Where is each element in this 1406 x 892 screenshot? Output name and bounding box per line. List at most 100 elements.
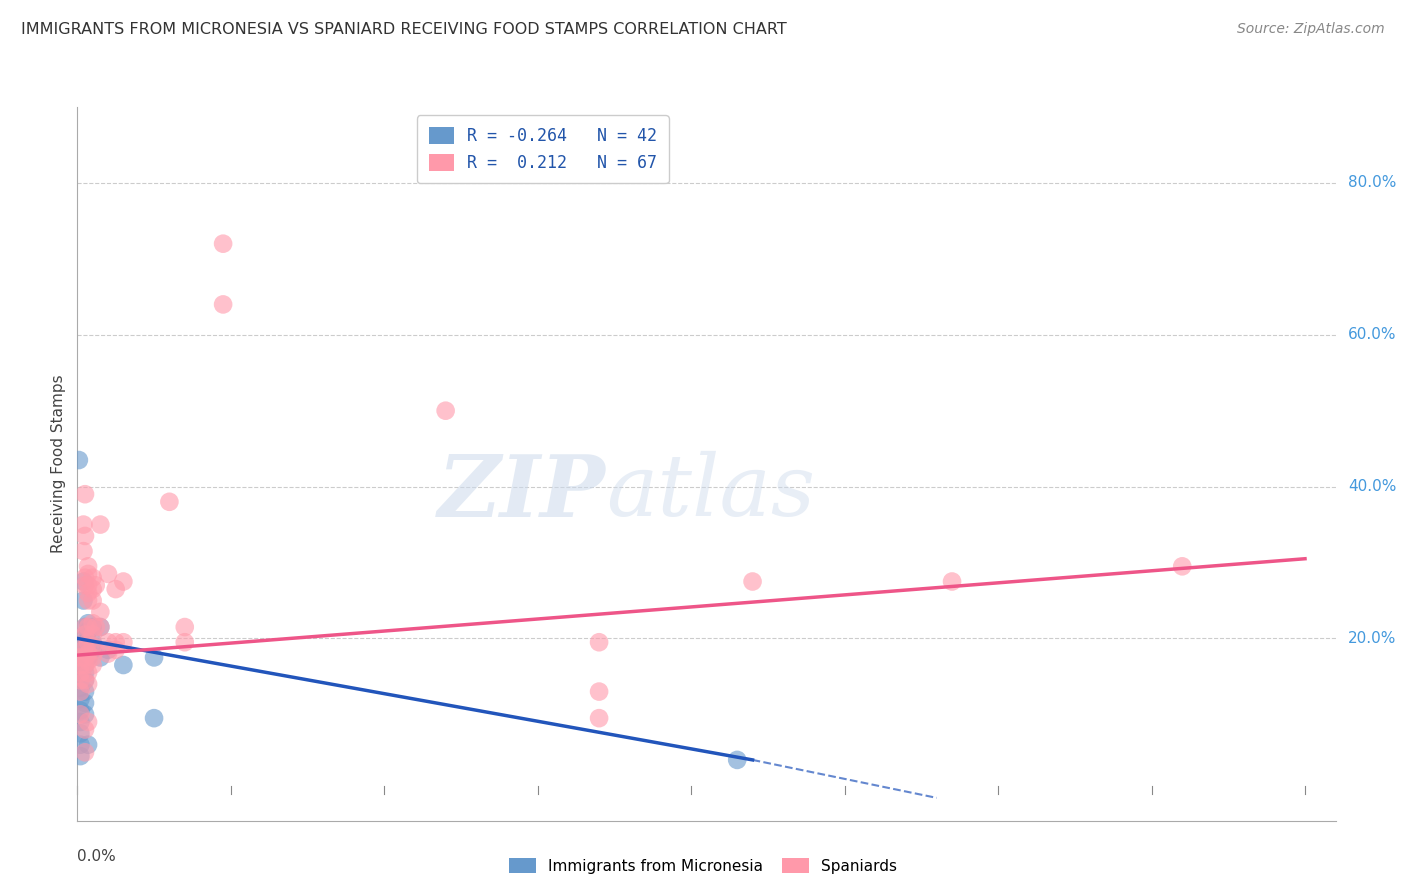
- Point: [69, 749, 91, 764]
- Point: [97, 566, 120, 581]
- Point: [73, 665, 96, 680]
- Point: [941, 574, 963, 589]
- Point: [69, 738, 91, 752]
- Point: [82, 650, 104, 665]
- Point: [73, 650, 96, 665]
- Text: atlas: atlas: [606, 451, 815, 533]
- Point: [82, 658, 104, 673]
- Point: [69, 665, 91, 680]
- Point: [73, 723, 96, 737]
- Point: [73, 571, 96, 585]
- Point: [69, 673, 91, 688]
- Point: [77, 738, 100, 752]
- Point: [173, 635, 195, 649]
- Point: [434, 403, 457, 417]
- Point: [77, 635, 100, 649]
- Point: [89, 620, 111, 634]
- Point: [77, 635, 100, 649]
- Legend: Immigrants from Micronesia, Spaniards: Immigrants from Micronesia, Spaniards: [502, 852, 904, 880]
- Point: [77, 647, 100, 661]
- Point: [82, 616, 104, 631]
- Point: [89, 620, 111, 634]
- Point: [73, 658, 96, 673]
- Point: [69, 673, 91, 688]
- Point: [77, 586, 100, 600]
- Point: [143, 650, 166, 665]
- Point: [588, 711, 610, 725]
- Text: 40.0%: 40.0%: [1348, 479, 1396, 494]
- Point: [72, 574, 94, 589]
- Point: [73, 696, 96, 710]
- Point: [77, 593, 100, 607]
- Text: Source: ZipAtlas.com: Source: ZipAtlas.com: [1237, 22, 1385, 37]
- Point: [82, 627, 104, 641]
- Point: [73, 639, 96, 653]
- Point: [73, 673, 96, 688]
- Point: [77, 643, 100, 657]
- Point: [73, 745, 96, 759]
- Point: [73, 635, 96, 649]
- Point: [73, 487, 96, 501]
- Point: [69, 658, 91, 673]
- Point: [67, 453, 90, 467]
- Point: [104, 643, 127, 657]
- Point: [77, 650, 100, 665]
- Point: [82, 620, 104, 634]
- Point: [73, 578, 96, 592]
- Point: [1171, 559, 1194, 574]
- Point: [72, 517, 94, 532]
- Point: [72, 544, 94, 558]
- Point: [73, 673, 96, 688]
- Point: [97, 643, 120, 657]
- Point: [77, 578, 100, 592]
- Text: 0.0%: 0.0%: [77, 849, 117, 864]
- Point: [77, 677, 100, 691]
- Point: [73, 643, 96, 657]
- Point: [73, 658, 96, 673]
- Text: 60.0%: 60.0%: [1348, 327, 1396, 343]
- Point: [69, 650, 91, 665]
- Point: [69, 707, 91, 722]
- Point: [77, 714, 100, 729]
- Point: [588, 635, 610, 649]
- Point: [89, 605, 111, 619]
- Point: [73, 627, 96, 641]
- Point: [173, 620, 195, 634]
- Point: [84, 620, 107, 634]
- Point: [72, 593, 94, 607]
- Point: [77, 665, 100, 680]
- Point: [69, 684, 91, 698]
- Point: [82, 643, 104, 657]
- Point: [725, 753, 748, 767]
- Point: [97, 647, 120, 661]
- Point: [73, 632, 96, 646]
- Point: [73, 707, 96, 722]
- Legend: R = -0.264   N = 42, R =  0.212   N = 67: R = -0.264 N = 42, R = 0.212 N = 67: [418, 115, 669, 184]
- Point: [73, 684, 96, 698]
- Point: [82, 639, 104, 653]
- Point: [104, 582, 127, 596]
- Point: [82, 635, 104, 649]
- Point: [84, 578, 107, 592]
- Point: [157, 495, 180, 509]
- Point: [82, 593, 104, 607]
- Point: [69, 639, 91, 653]
- Text: 20.0%: 20.0%: [1348, 631, 1396, 646]
- Text: IMMIGRANTS FROM MICRONESIA VS SPANIARD RECEIVING FOOD STAMPS CORRELATION CHART: IMMIGRANTS FROM MICRONESIA VS SPANIARD R…: [21, 22, 787, 37]
- Point: [69, 658, 91, 673]
- Point: [69, 714, 91, 729]
- Point: [77, 566, 100, 581]
- Point: [89, 517, 111, 532]
- Point: [588, 684, 610, 698]
- Text: 80.0%: 80.0%: [1348, 176, 1396, 191]
- Point: [77, 624, 100, 638]
- Point: [112, 658, 135, 673]
- Point: [212, 236, 235, 251]
- Point: [69, 681, 91, 695]
- Point: [741, 574, 763, 589]
- Point: [69, 665, 91, 680]
- Point: [212, 297, 235, 311]
- Point: [77, 559, 100, 574]
- Point: [77, 620, 100, 634]
- Point: [89, 650, 111, 665]
